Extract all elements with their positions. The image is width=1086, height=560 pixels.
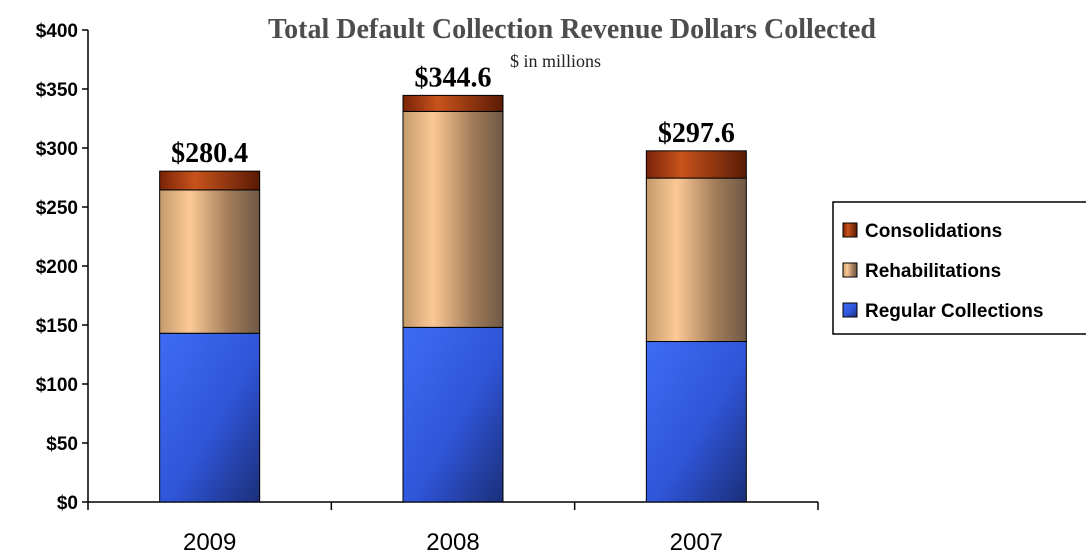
total-label: $297.6 (658, 118, 735, 149)
total-label: $280.4 (171, 138, 248, 169)
x-tick-label: 2009 (183, 529, 236, 556)
y-tick-label: $0 (57, 493, 78, 514)
y-tick-label: $200 (36, 257, 78, 278)
bar-segment (402, 94, 504, 112)
bar-segment (645, 341, 747, 503)
bar-segment (402, 326, 504, 503)
y-tick-label: $150 (36, 316, 78, 337)
chart-title: Total Default Collection Revenue Dollars… (268, 14, 876, 45)
y-tick-label: $250 (36, 198, 78, 219)
bar-segment (402, 110, 504, 328)
legend-swatch (842, 302, 858, 318)
bar-segment (159, 332, 261, 503)
y-tick-label: $350 (36, 80, 78, 101)
total-label: $344.6 (415, 62, 492, 93)
bar-segment (645, 150, 747, 179)
legend-label: Consolidations (865, 221, 1002, 242)
chart-subtitle: $ in millions (510, 51, 601, 71)
legend-label: Regular Collections (865, 301, 1043, 322)
x-tick-label: 2008 (426, 529, 479, 556)
axes: $0 $50 $100 $150 $200 $250 $300 $350 $400 2009 200… (36, 21, 819, 556)
legend-border (832, 201, 1086, 335)
y-tick-label: $400 (36, 21, 78, 42)
y-tick-label: $100 (36, 375, 78, 396)
legend-label: Rehabilitations (865, 261, 1001, 282)
bar-segment (159, 170, 261, 191)
y-tick-label: $50 (46, 434, 78, 455)
x-tick-label: 2007 (670, 529, 723, 556)
legend: Consolidations Rehabilitations Regular Col… (832, 201, 1086, 335)
legend-swatch (842, 262, 858, 278)
bar-segment (645, 177, 747, 343)
legend-swatch (842, 222, 858, 238)
bar-segment (159, 189, 261, 334)
total-labels: $280.4 $344.6 $297.6 (171, 62, 735, 169)
bars (159, 94, 747, 503)
y-tick-label: $300 (36, 139, 78, 160)
